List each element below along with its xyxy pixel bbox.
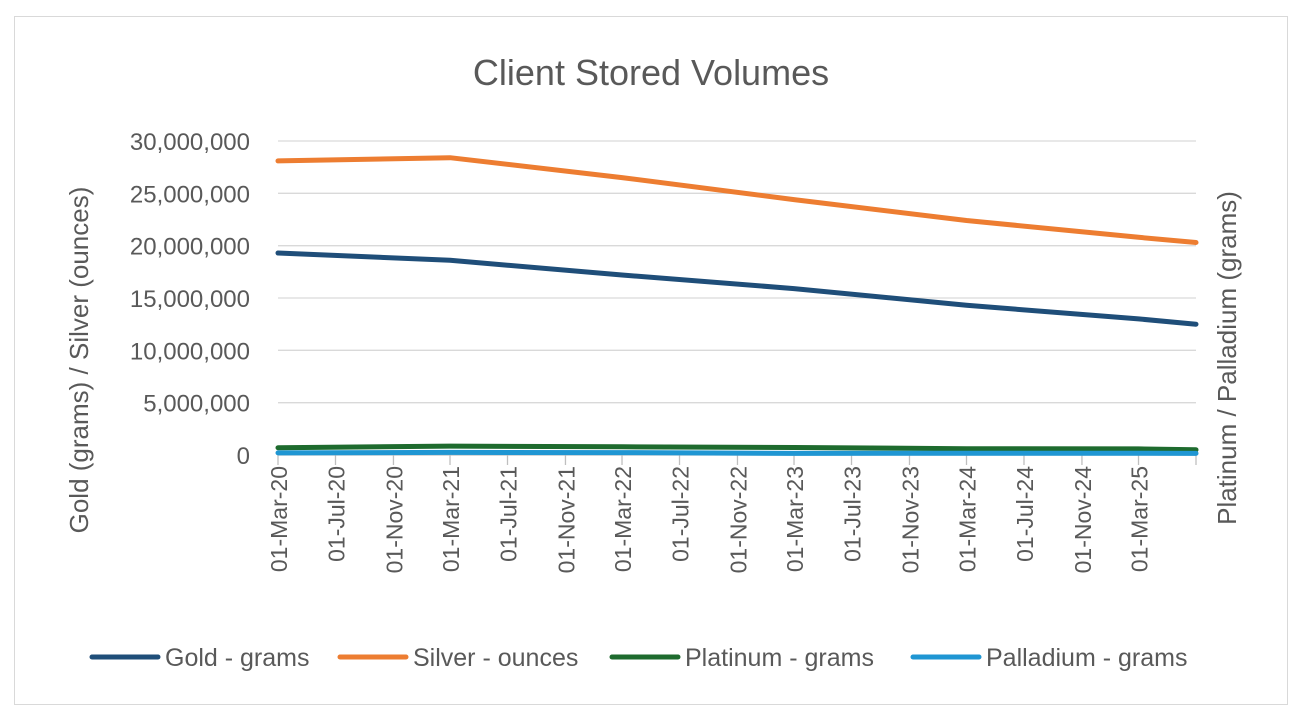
series-line — [275, 443, 1199, 453]
gridlines — [278, 140, 1196, 456]
x-tick-label: 01-Jul-22 — [668, 466, 694, 562]
x-tick-label: 01-Nov-23 — [897, 466, 923, 573]
x-tick-label: 01-Nov-21 — [553, 466, 579, 573]
series-lines — [275, 155, 1199, 456]
series-line — [275, 155, 1199, 245]
chart-frame — [14, 16, 1288, 705]
y-tick-label: 0 — [237, 443, 250, 470]
y-tick-labels: 0 5,000,000 10,000,000 15,000,000 20,000,000… — [130, 129, 250, 470]
x-tick-label: 01-Jul-23 — [840, 466, 866, 562]
x-tick-label: 01-Jul-21 — [496, 466, 522, 562]
y-tick-label: 15,000,000 — [130, 286, 250, 313]
x-tick-label: 01-Nov-22 — [725, 466, 751, 573]
series-line — [275, 449, 1199, 456]
y-tick-label: 30,000,000 — [130, 129, 250, 156]
secondary-y-axis-label: Platinum / Palladium (grams) — [1212, 191, 1242, 525]
y-tick-label: 25,000,000 — [130, 181, 250, 208]
y-axis-label: Gold (grams) / Silver (ounces) — [64, 187, 94, 534]
x-tick-labels: 01-Mar-20 01-Jul-20 01-Nov-20 01-Mar-21 01-J… — [266, 455, 1197, 574]
legend-label: Platinum - grams — [685, 644, 874, 672]
x-tick-label: 01-Mar-20 — [266, 466, 292, 572]
legend: Gold - grams Silver - ounces Platinum - gr… — [89, 644, 1187, 672]
x-tick-label: 01-Mar-21 — [438, 466, 464, 572]
y-tick-label: 10,000,000 — [130, 338, 250, 365]
legend-label: Palladium - grams — [986, 644, 1187, 672]
legend-label: Silver - ounces — [413, 644, 578, 672]
y-tick-label: 5,000,000 — [143, 391, 250, 418]
y-tick-label: 20,000,000 — [130, 234, 250, 261]
x-tick-label: 01-Mar-24 — [955, 466, 981, 572]
x-tick-label: 01-Mar-25 — [1127, 466, 1153, 572]
x-tick-label: 01-Mar-23 — [782, 466, 808, 572]
x-tick-label: 01-Jul-24 — [1012, 466, 1038, 562]
series-line — [275, 250, 1199, 327]
chart-title: Client Stored Volumes — [473, 52, 829, 93]
x-tick-label: 01-Nov-20 — [381, 466, 407, 573]
x-tick-label: 01-Mar-22 — [610, 466, 636, 572]
x-tick-label: 01-Jul-20 — [323, 466, 349, 562]
x-tick-label: 01-Nov-24 — [1070, 466, 1096, 574]
legend-label: Gold - grams — [165, 644, 309, 672]
